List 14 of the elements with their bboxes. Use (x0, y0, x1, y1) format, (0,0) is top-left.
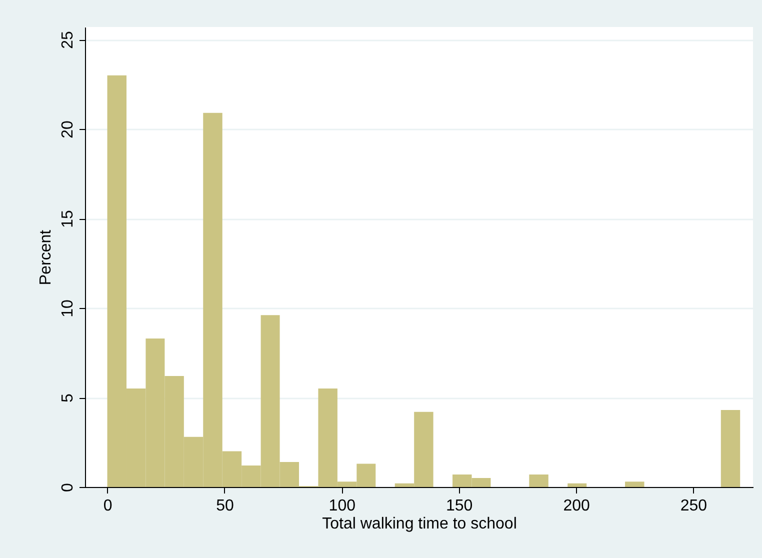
y-tick-label: 20 (60, 120, 76, 138)
x-tick-label: 200 (563, 498, 590, 514)
x-tick-label: 0 (103, 498, 112, 514)
y-axis-title: Percent (38, 229, 54, 286)
y-tick-label: 0 (60, 482, 76, 492)
x-tick-label: 100 (328, 498, 356, 514)
y-tick-label: 25 (60, 31, 76, 49)
y-tick-label: 15 (60, 210, 76, 228)
x-axis-title: Total walking time to school (322, 516, 517, 532)
x-tick-label: 250 (680, 498, 708, 514)
y-tick-label: 10 (60, 300, 76, 318)
x-tick-label: 150 (446, 498, 473, 514)
x-tick-label: 50 (216, 498, 234, 514)
y-tick-label: 5 (60, 393, 76, 402)
